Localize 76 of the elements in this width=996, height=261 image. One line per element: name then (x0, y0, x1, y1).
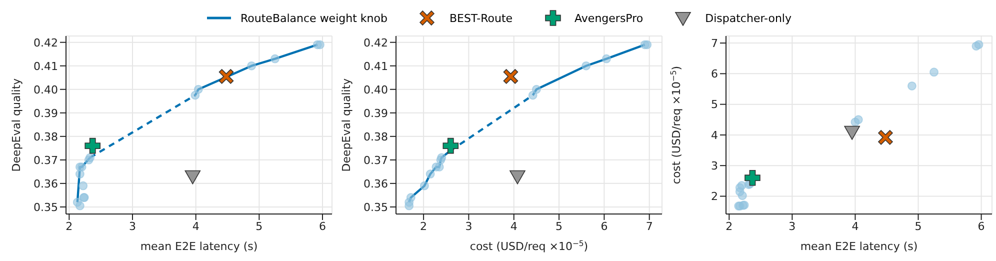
x-tick-label: 6 (600, 220, 608, 233)
y-tick-label: 0.39 (34, 106, 58, 120)
y-tick-label: 0.39 (364, 106, 388, 120)
point (878, 130, 893, 145)
y-tick-label: 0.41 (364, 60, 388, 73)
point (78, 181, 88, 190)
point (406, 193, 416, 202)
legend-label: BEST-Route (449, 12, 513, 24)
y-tick-label: 4 (711, 128, 718, 142)
x-axis-title: mean E2E latency (s) (140, 240, 258, 253)
point (434, 162, 444, 172)
legend-label: RouteBalance weight knob (240, 12, 388, 24)
x-tick-label: 6 (319, 220, 326, 233)
x-tick-label: 7 (646, 220, 653, 233)
x-axis-title: mean E2E latency (s) (800, 240, 918, 253)
point (532, 84, 541, 94)
point (844, 126, 860, 140)
point (442, 138, 459, 154)
x-tick-label: 5 (914, 220, 922, 233)
y-axis-title: DeepEval quality (340, 78, 353, 172)
point (744, 170, 760, 186)
point (218, 69, 234, 84)
x-tick-label: 6 (978, 220, 985, 233)
point (602, 54, 611, 64)
y-tick-label: 3 (711, 160, 718, 172)
point (738, 191, 747, 200)
point (930, 68, 939, 77)
y-tick-label: 5 (711, 98, 718, 112)
y-axis-title: DeepEval quality (10, 78, 23, 172)
point (420, 181, 429, 190)
point (194, 84, 203, 94)
y-tick-label: 0.35 (364, 200, 388, 214)
point (426, 170, 435, 179)
x-tick-label: 2 (726, 220, 733, 233)
point (270, 54, 280, 64)
point (247, 61, 256, 70)
y-tick-label: 0.38 (364, 130, 388, 144)
x-tick-label: 5 (256, 220, 263, 233)
x-tick-label: 3 (465, 220, 472, 233)
x-tick-label: 4 (510, 220, 518, 233)
y-tick-label: 0.40 (364, 83, 388, 96)
point (184, 170, 201, 184)
x-tick-label: 4 (852, 220, 859, 233)
point (503, 69, 518, 84)
x-tick-label: 2 (420, 220, 428, 233)
point (75, 201, 84, 210)
y-tick-label: 0.36 (364, 177, 388, 190)
y-tick-label: 0.37 (34, 154, 58, 167)
x-tick-label: 2 (66, 220, 73, 233)
point (642, 40, 652, 50)
point (404, 201, 414, 210)
point (854, 115, 863, 124)
y-tick-label: 0.36 (34, 177, 58, 190)
point (907, 81, 916, 90)
x-tick-label: 5 (556, 220, 563, 233)
y-tick-label: 0.42 (34, 36, 58, 50)
y-tick-label: 0.35 (34, 200, 58, 214)
y-tick-label: 0.42 (364, 36, 388, 50)
x-axis-title: cost (USD/req ×10$^{−5}$) (470, 238, 588, 253)
point (84, 138, 100, 154)
y-tick-label: 0.40 (34, 83, 58, 96)
point (510, 170, 526, 184)
y-tick-label: 0.37 (364, 154, 388, 167)
point (582, 61, 591, 70)
point (974, 40, 984, 50)
y-tick-label: 0.41 (34, 60, 58, 73)
x-tick-label: 4 (192, 220, 200, 233)
y-tick-label: 6 (711, 68, 718, 81)
x-tick-label: 3 (788, 220, 796, 233)
point (315, 40, 324, 50)
y-tick-label: 0.38 (34, 130, 58, 144)
legend-label: AvengersPro (574, 12, 644, 24)
y-tick-label: 2 (711, 190, 718, 204)
y-tick-label: 7 (711, 36, 718, 50)
legend-label: Dispatcher-only (705, 12, 792, 24)
x-tick-label: 3 (129, 220, 136, 233)
